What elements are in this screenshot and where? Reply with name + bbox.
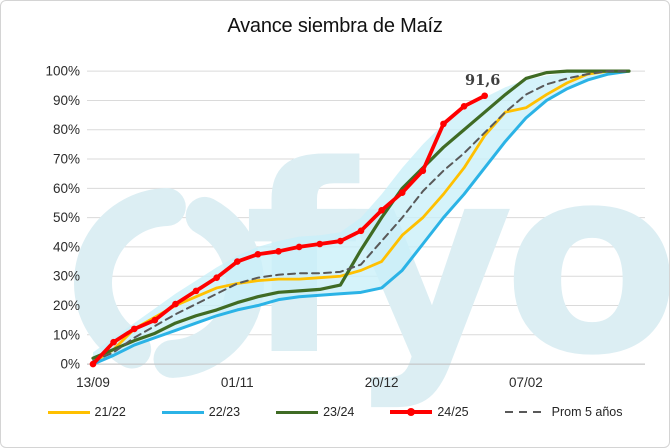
series-line-21-22 — [91, 69, 631, 365]
watermark-ring-icon — [73, 188, 264, 378]
series-markers-24-25 — [89, 92, 488, 368]
chart-legend: 21/22 22/23 23/24 24/25 Prom 5 años — [1, 399, 669, 425]
data-point-marker — [275, 248, 282, 255]
data-point-marker — [192, 287, 200, 295]
data-point-marker — [316, 240, 324, 248]
x-tick-label: 13/09 — [76, 375, 110, 390]
y-tick-label: 50% — [53, 210, 80, 225]
legend-swatch-line-icon — [161, 407, 204, 417]
legend-label: 23/24 — [323, 405, 355, 419]
x-tick-label: 01/11 — [221, 375, 254, 390]
data-point-marker — [398, 189, 406, 197]
data-point-marker — [89, 360, 97, 368]
data-point-marker — [110, 338, 117, 346]
legend-item-23-24: 23/24 — [276, 405, 354, 419]
legend-label: 22/23 — [208, 405, 241, 419]
data-point-marker — [254, 250, 262, 258]
y-tick-label: 10% — [53, 327, 80, 342]
legend-label: 21/22 — [94, 405, 126, 419]
series-line-22-23 — [91, 69, 631, 366]
y-tick-label: 0% — [60, 357, 80, 372]
data-point-marker — [151, 316, 159, 324]
x-tick-label: 07/02 — [509, 375, 543, 390]
data-point-marker — [440, 120, 447, 128]
data-point-marker — [337, 237, 344, 245]
y-tick-label: 80% — [53, 122, 80, 137]
legend-label: Prom 5 años — [551, 405, 623, 419]
legend-swatch-line-icon — [390, 407, 433, 417]
series-line-prom-5-a-os — [92, 70, 630, 363]
series-line-24-25 — [91, 93, 487, 367]
y-tick-label: 70% — [53, 152, 80, 167]
legend-label: 24/25 — [437, 405, 469, 419]
data-point-marker — [234, 258, 241, 265]
last-value-annotation: 91,6 — [465, 72, 500, 89]
data-point-marker — [295, 243, 303, 251]
legend-swatch-line-icon — [276, 407, 319, 417]
x-axis-labels: 13/09 01/11 20/12 07/02 — [76, 375, 543, 390]
data-point-marker — [378, 207, 385, 214]
chart-title: Avance siembra de Maíz — [227, 15, 443, 37]
data-point-marker — [172, 300, 179, 308]
data-point-marker — [130, 325, 138, 333]
y-tick-label: 20% — [53, 298, 80, 313]
y-tick-label: 100% — [45, 64, 80, 79]
legend-swatch-dashed-line-icon — [504, 407, 547, 417]
data-point-marker — [460, 103, 468, 110]
data-point-marker — [357, 227, 365, 235]
data-point-marker — [419, 167, 427, 175]
data-point-marker — [481, 92, 488, 100]
legend-item-prom-5-a-os: Prom 5 años — [504, 405, 623, 419]
x-tick-label: 20/12 — [365, 375, 399, 390]
series-line-23-24 — [91, 69, 631, 360]
legend-item-22-23: 22/23 — [161, 405, 241, 419]
data-point-marker — [213, 274, 220, 281]
legend-swatch-line-icon — [47, 407, 90, 417]
minmax-band — [93, 71, 629, 365]
legend-marker-dot-icon — [407, 408, 416, 416]
legend-item-21-22: 21/22 — [47, 405, 126, 419]
y-axis-labels: 0% 10% 20% 30% 40% 50% 60% 70% 80% 90% 100% — [45, 64, 80, 372]
y-tick-label: 60% — [53, 181, 80, 196]
y-tick-label: 40% — [53, 239, 80, 254]
legend-item-24-25: 24/25 — [390, 405, 469, 419]
y-tick-label: 30% — [53, 269, 80, 284]
y-tick-label: 90% — [53, 93, 80, 108]
